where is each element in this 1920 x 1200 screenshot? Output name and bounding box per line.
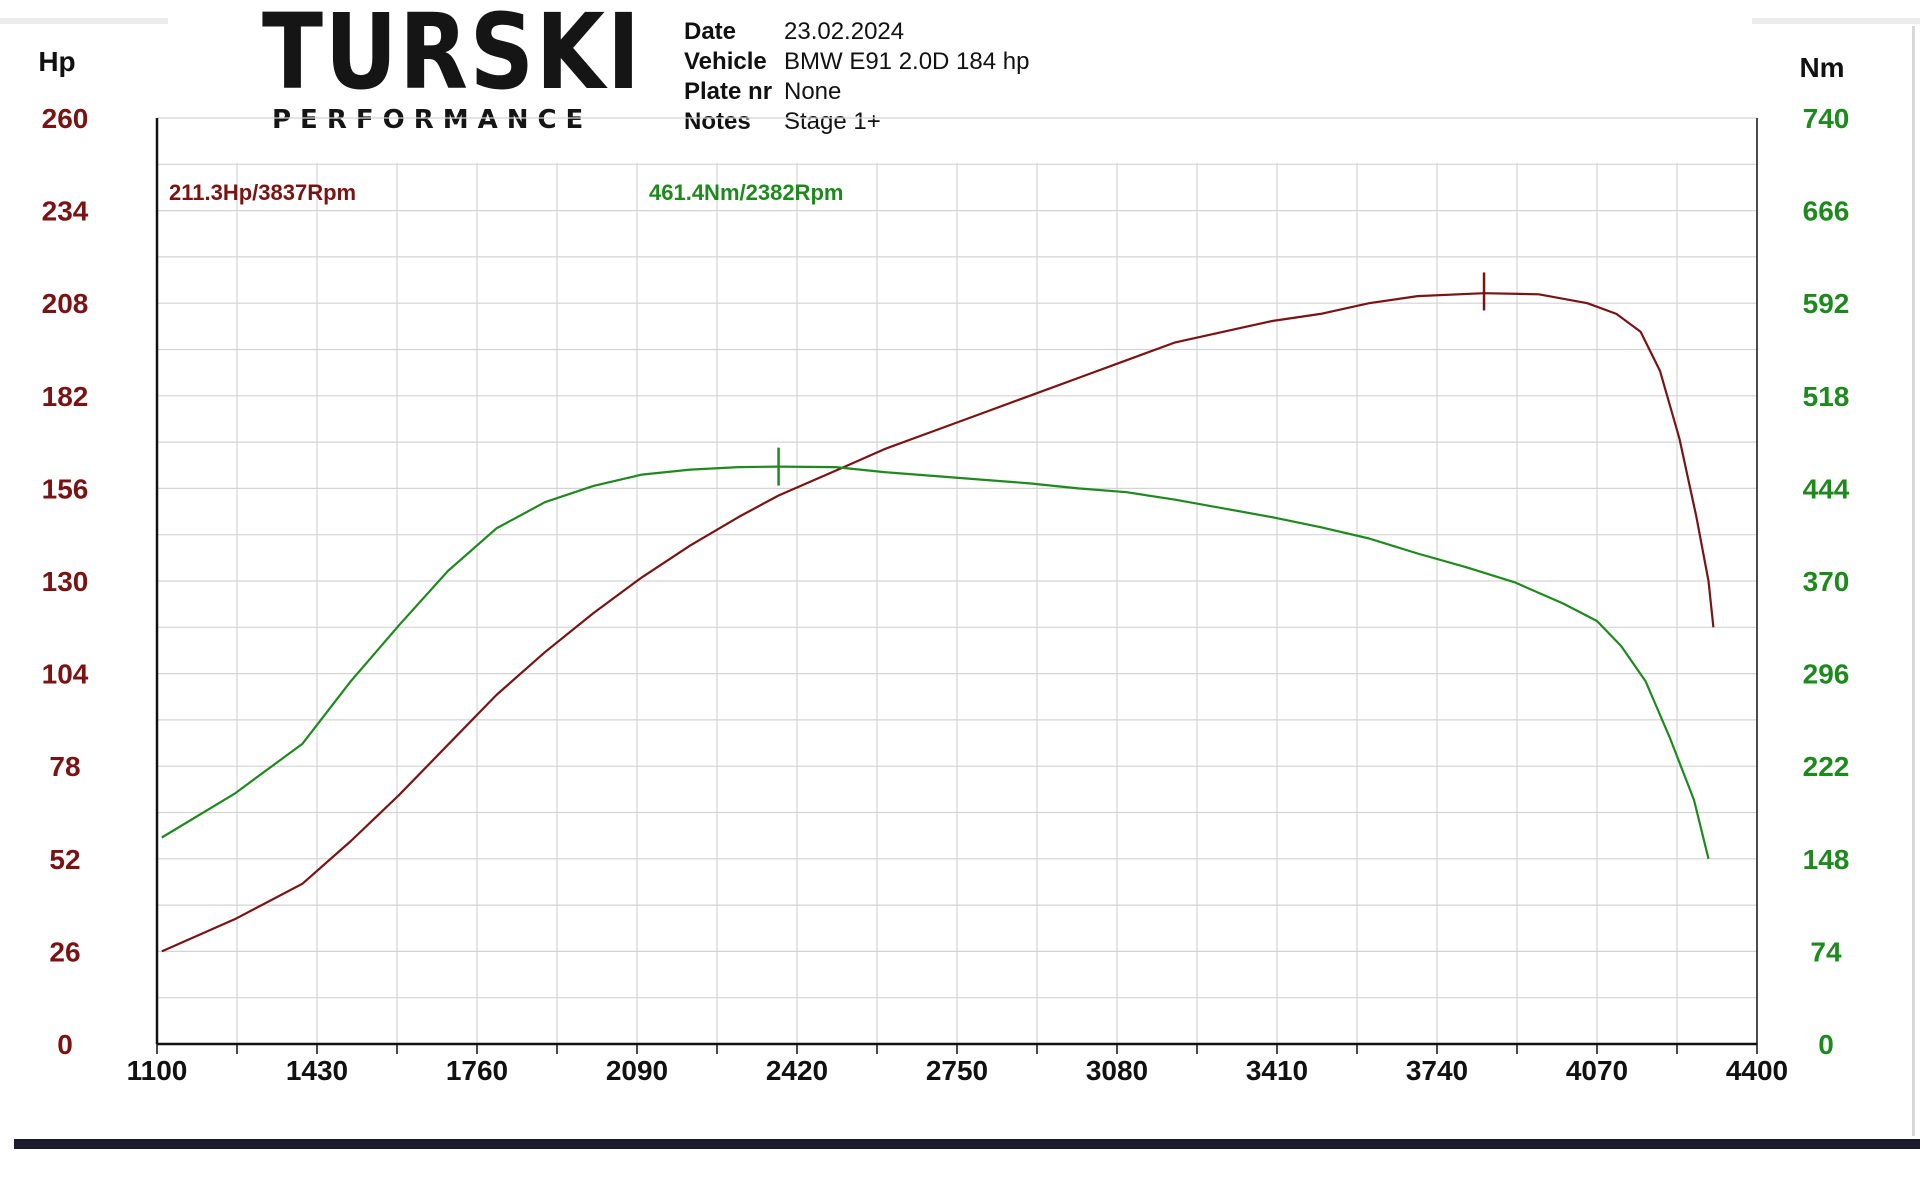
x-tick-label: 4400 bbox=[1726, 1055, 1788, 1086]
grid bbox=[157, 117, 1757, 1044]
y-left-tick-label: 130 bbox=[42, 566, 89, 597]
info-label: Vehicle bbox=[684, 48, 767, 75]
frame-edge-top-right bbox=[1752, 18, 1920, 24]
x-tick-label: 1430 bbox=[286, 1055, 348, 1086]
frame-edge-top-left bbox=[0, 18, 168, 24]
power-peak-annotation: 211.3Hp/3837Rpm bbox=[169, 180, 356, 205]
x-tick-label: 4070 bbox=[1566, 1055, 1628, 1086]
y-right-tick-label: 740 bbox=[1803, 103, 1850, 134]
y-right-tick-label: 148 bbox=[1803, 844, 1850, 875]
y-left-tick-label: 78 bbox=[49, 751, 80, 782]
y-right-unit-label: Nm bbox=[1799, 52, 1844, 83]
y-right-tick-label: 444 bbox=[1803, 473, 1850, 504]
axes bbox=[155, 118, 1758, 1054]
y-left-tick-label: 52 bbox=[49, 844, 80, 875]
y-left-tick-label: 0 bbox=[57, 1029, 73, 1060]
info-label: Date bbox=[684, 18, 737, 45]
torque-curve bbox=[161, 465, 1710, 860]
logo-title: TURSKI bbox=[262, 0, 642, 113]
x-tick-label: 1100 bbox=[127, 1055, 188, 1086]
y-right-tick-label: 222 bbox=[1803, 751, 1850, 782]
power-curve bbox=[161, 292, 1715, 953]
info-value: None bbox=[784, 78, 842, 105]
labels: 1100 1430 1760 2090 2420 2750 3080 3410 3740 4070… bbox=[38, 46, 1849, 1086]
logo-subtitle: PERFORMANCE bbox=[272, 105, 593, 135]
y-right-tick-label: 0 bbox=[1818, 1029, 1834, 1060]
y-right-tick-label: 370 bbox=[1803, 566, 1850, 597]
series bbox=[161, 272, 1715, 953]
x-tick-label: 2090 bbox=[606, 1055, 668, 1086]
x-tick-label: 1760 bbox=[446, 1055, 508, 1086]
y-right-tick-label: 518 bbox=[1803, 381, 1850, 412]
y-left-tick-label: 182 bbox=[42, 381, 89, 412]
y-right-tick-label: 74 bbox=[1810, 936, 1842, 967]
frame-edge-right bbox=[1912, 26, 1915, 1136]
x-tick-label: 2750 bbox=[926, 1055, 988, 1086]
x-tick-label: 3740 bbox=[1406, 1055, 1468, 1086]
y-left-tick-label: 208 bbox=[42, 288, 89, 319]
y-left-tick-label: 26 bbox=[49, 936, 80, 967]
y-left-tick-label: 156 bbox=[42, 473, 89, 504]
info-label: Plate nr bbox=[684, 78, 773, 105]
frame-bottom-bar bbox=[14, 1139, 1920, 1149]
y-left-unit-label: Hp bbox=[38, 46, 75, 77]
torque-peak-annotation: 461.4Nm/2382Rpm bbox=[649, 180, 843, 205]
x-tick-label: 3410 bbox=[1246, 1055, 1308, 1086]
info-label: Notes bbox=[684, 108, 751, 135]
info-value: Stage 1+ bbox=[784, 108, 881, 135]
y-left-tick-label: 260 bbox=[42, 103, 89, 134]
y-left-tick-label: 104 bbox=[42, 659, 89, 690]
x-tick-label: 3080 bbox=[1086, 1055, 1148, 1086]
info-value: 23.02.2024 bbox=[784, 18, 905, 45]
y-left-tick-label: 234 bbox=[42, 196, 89, 227]
y-right-tick-label: 666 bbox=[1803, 196, 1850, 227]
y-right-tick-label: 592 bbox=[1803, 288, 1850, 319]
y-right-tick-label: 296 bbox=[1803, 659, 1850, 690]
info-value: BMW E91 2.0D 184 hp bbox=[784, 48, 1030, 75]
x-tick-label: 2420 bbox=[766, 1055, 828, 1086]
